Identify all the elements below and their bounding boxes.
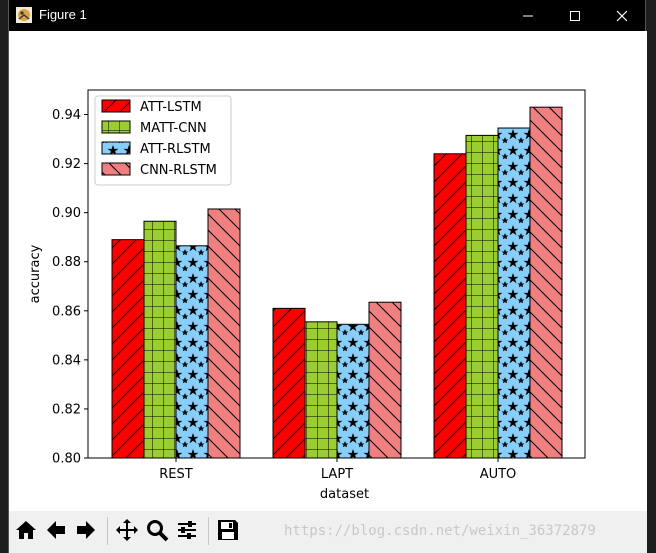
app-icon — [16, 7, 32, 23]
forward-button[interactable] — [71, 515, 101, 545]
home-icon — [16, 521, 36, 539]
bar-matt-cnn-lapt — [304, 321, 338, 459]
y-tick-label: 0.82 — [52, 402, 81, 417]
title-bar[interactable]: Figure 1 — [9, 0, 645, 31]
y-tick-label: 0.86 — [52, 304, 81, 319]
y-tick-label: 0.90 — [52, 206, 81, 221]
legend-item-att-lstm: ATT-LSTM — [101, 99, 202, 115]
bar-att-rlstm-auto — [497, 127, 531, 459]
toolbar-separator — [208, 517, 209, 545]
legend-label: CNN-RLSTM — [140, 163, 217, 178]
bar-att-lstm-lapt — [272, 307, 306, 459]
pan-move-icon — [116, 519, 138, 541]
figure-canvas[interactable]: 0.80 0.82 0.84 0.86 0.88 0.90 0.92 0.94 REST LAPT… — [9, 31, 647, 511]
legend: ATT-LSTM MATT-CNN ATT-RLSTM CNN-RLSTM — [94, 95, 232, 186]
navigation-toolbar: https://blog.csdn.net/weixin_36372879 — [9, 511, 647, 553]
x-tick-label: LAPT — [321, 467, 353, 482]
x-tick-label: REST — [159, 467, 192, 482]
y-tick-label: 0.84 — [52, 353, 81, 368]
pan-button[interactable] — [112, 515, 142, 545]
legend-item-cnn-rlstm: CNN-RLSTM — [101, 162, 217, 178]
zoom-button[interactable] — [142, 515, 172, 545]
maximize-button[interactable] — [552, 0, 598, 31]
legend-item-att-rlstm: ATT-RLSTM — [101, 141, 211, 157]
bar-cnn-rlstm-auto — [529, 106, 563, 459]
subplots-button[interactable] — [172, 515, 202, 545]
forward-arrow-icon — [77, 521, 95, 539]
y-tick-label: 0.92 — [52, 157, 81, 172]
window-title: Figure 1 — [39, 7, 87, 22]
y-tick-label: 0.80 — [52, 452, 81, 467]
zoom-magnifier-icon — [147, 520, 169, 542]
bar-att-rlstm-rest — [175, 245, 209, 459]
close-button[interactable] — [599, 0, 645, 31]
home-button[interactable] — [11, 515, 41, 545]
legend-label: ATT-LSTM — [140, 100, 202, 115]
x-axis-label: dataset — [320, 487, 369, 502]
watermark-text: https://blog.csdn.net/weixin_36372879 — [284, 523, 596, 539]
bar-att-lstm-auto — [433, 153, 467, 459]
bar-att-lstm-rest — [111, 239, 145, 459]
y-tick-label: 0.94 — [52, 108, 81, 123]
minimize-icon — [523, 15, 533, 17]
y-tick-label: 0.88 — [52, 255, 81, 270]
subplots-sliders-icon — [178, 521, 196, 539]
y-axis-label: accuracy — [28, 244, 43, 303]
legend-label: ATT-RLSTM — [140, 142, 211, 157]
legend-label: MATT-CNN — [140, 121, 207, 136]
bar-cnn-rlstm-lapt — [368, 301, 402, 459]
bar-cnn-rlstm-rest — [207, 208, 241, 459]
figure-window: Figure 1 0.80 0.82 0.84 0.86 0.88 0.90 0.92 0.9… — [8, 0, 647, 553]
bar-matt-cnn-auto — [465, 134, 499, 459]
x-tick-label: AUTO — [480, 467, 517, 482]
maximize-icon — [570, 11, 580, 21]
close-icon — [616, 10, 628, 22]
back-arrow-icon — [47, 521, 65, 539]
save-floppy-icon — [218, 520, 238, 540]
bar-att-rlstm-lapt — [336, 323, 370, 459]
toolbar-separator — [107, 517, 108, 545]
minimize-button[interactable] — [505, 0, 551, 31]
bar-chart: 0.80 0.82 0.84 0.86 0.88 0.90 0.92 0.94 REST LAPT… — [28, 89, 586, 502]
bar-matt-cnn-rest — [143, 220, 177, 459]
save-button[interactable] — [213, 515, 243, 545]
background-right-edge — [646, 0, 656, 553]
legend-item-matt-cnn: MATT-CNN — [101, 120, 207, 136]
back-button[interactable] — [41, 515, 71, 545]
background-left-edge — [0, 0, 8, 553]
